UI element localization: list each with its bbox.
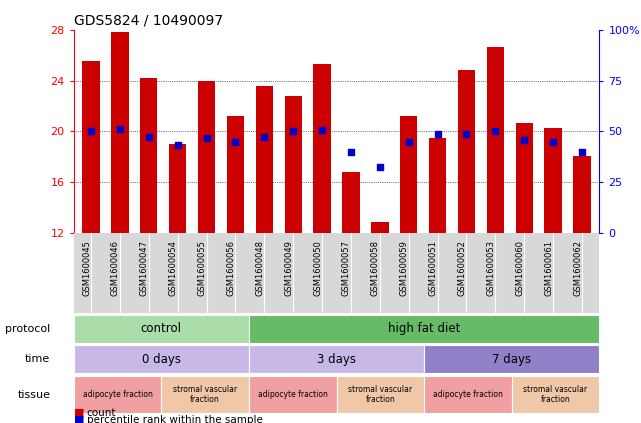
Text: GSM1600058: GSM1600058	[371, 240, 380, 296]
Text: ■: ■	[74, 407, 84, 418]
FancyBboxPatch shape	[249, 315, 599, 343]
Bar	[429, 138, 446, 233]
FancyBboxPatch shape	[162, 376, 249, 413]
Bar	[256, 85, 273, 233]
Point	[288, 128, 298, 135]
Point	[548, 138, 558, 145]
Text: time: time	[25, 354, 51, 364]
Text: GSM1600051: GSM1600051	[429, 240, 438, 296]
Text: stromal vascular
fraction: stromal vascular fraction	[173, 385, 237, 404]
Point	[375, 164, 385, 170]
Bar	[83, 61, 100, 233]
Bar	[573, 156, 590, 233]
Text: high fat diet: high fat diet	[388, 322, 460, 335]
Text: percentile rank within the sample: percentile rank within the sample	[87, 415, 262, 423]
Bar	[285, 96, 302, 233]
Text: stromal vascular
fraction: stromal vascular fraction	[524, 385, 588, 404]
Text: ■: ■	[74, 415, 84, 423]
Text: adipocyte fraction: adipocyte fraction	[433, 390, 503, 399]
Text: GSM1600055: GSM1600055	[197, 240, 206, 296]
Text: GSM1600059: GSM1600059	[400, 240, 409, 296]
Text: GSM1600045: GSM1600045	[82, 240, 91, 296]
Text: GSM1600050: GSM1600050	[313, 240, 322, 296]
FancyBboxPatch shape	[337, 376, 424, 413]
Point	[230, 138, 240, 145]
Bar	[198, 80, 215, 233]
Text: stromal vascular
fraction: stromal vascular fraction	[348, 385, 412, 404]
Bar	[515, 123, 533, 233]
Bar	[487, 47, 504, 233]
Text: adipocyte fraction: adipocyte fraction	[258, 390, 328, 399]
Text: GSM1600046: GSM1600046	[111, 240, 120, 296]
Point	[144, 133, 154, 140]
Bar	[458, 70, 475, 233]
FancyBboxPatch shape	[249, 345, 424, 373]
Point	[317, 127, 327, 134]
Bar	[169, 144, 187, 233]
Text: tissue: tissue	[17, 390, 51, 400]
Text: adipocyte fraction: adipocyte fraction	[83, 390, 153, 399]
Point	[172, 142, 183, 149]
Bar	[342, 172, 360, 233]
Bar	[544, 128, 562, 233]
Text: 0 days: 0 days	[142, 353, 181, 366]
Point	[201, 135, 212, 141]
FancyBboxPatch shape	[249, 376, 337, 413]
Point	[519, 137, 529, 144]
Text: GSM1600049: GSM1600049	[284, 240, 293, 296]
Point	[577, 148, 587, 155]
Bar	[227, 116, 244, 233]
Text: GSM1600052: GSM1600052	[458, 240, 467, 296]
Point	[433, 131, 443, 137]
Bar	[371, 222, 388, 233]
FancyBboxPatch shape	[74, 345, 249, 373]
Point	[490, 128, 501, 135]
Point	[404, 138, 414, 145]
Text: count: count	[87, 407, 116, 418]
Text: 7 days: 7 days	[492, 353, 531, 366]
Text: GSM1600061: GSM1600061	[544, 240, 553, 296]
Bar	[313, 64, 331, 233]
Point	[115, 126, 125, 132]
Point	[346, 148, 356, 155]
Text: GSM1600047: GSM1600047	[140, 240, 149, 296]
FancyBboxPatch shape	[512, 376, 599, 413]
Point	[259, 133, 269, 140]
Text: 3 days: 3 days	[317, 353, 356, 366]
Point	[462, 131, 472, 137]
Text: GSM1600048: GSM1600048	[255, 240, 264, 296]
FancyBboxPatch shape	[424, 345, 599, 373]
Text: GSM1600054: GSM1600054	[169, 240, 178, 296]
Text: GDS5824 / 10490097: GDS5824 / 10490097	[74, 13, 223, 27]
Bar	[112, 32, 129, 233]
Text: GSM1600057: GSM1600057	[342, 240, 351, 296]
Bar	[140, 78, 158, 233]
Bar	[400, 116, 417, 233]
Text: GSM1600056: GSM1600056	[226, 240, 235, 296]
Point	[86, 128, 96, 135]
Text: GSM1600060: GSM1600060	[515, 240, 524, 296]
FancyBboxPatch shape	[424, 376, 512, 413]
Text: control: control	[141, 322, 182, 335]
Text: GSM1600062: GSM1600062	[573, 240, 582, 296]
Text: GSM1600053: GSM1600053	[487, 240, 495, 296]
FancyBboxPatch shape	[74, 376, 162, 413]
FancyBboxPatch shape	[74, 315, 249, 343]
Text: protocol: protocol	[5, 324, 51, 334]
